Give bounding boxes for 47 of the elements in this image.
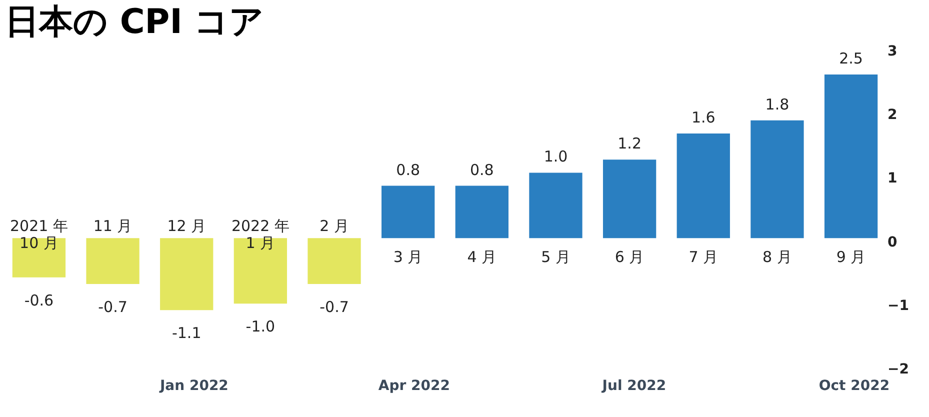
x-tick-label: 9 月 — [836, 248, 866, 266]
data-label: 0.8 — [396, 160, 420, 179]
text: Jan 2022 — [158, 378, 228, 394]
x-tick-label: 4 月 — [467, 248, 497, 266]
data-label: -1.1 — [172, 324, 202, 342]
y2-tick-label: −2 — [888, 362, 909, 378]
x-tick-label: 6 月 — [614, 248, 644, 266]
text: Apr 2022 — [378, 378, 450, 394]
x-tick-label: 7 月 — [688, 248, 718, 266]
data-label: -0.7 — [98, 298, 128, 316]
bar — [676, 133, 730, 238]
chart-title: 日本の CPI コア — [5, 2, 264, 42]
y2-tick-label: 1 — [888, 170, 898, 187]
data-label: 1.2 — [618, 134, 642, 153]
bar — [529, 172, 582, 238]
bar — [234, 238, 288, 304]
x-tick-label: 3 月 — [393, 248, 423, 266]
data-label: -0.7 — [320, 298, 349, 316]
y2-tick-label: −1 — [888, 298, 909, 314]
x-tick-label: 2021 年 10 月 — [10, 217, 68, 252]
bar — [750, 120, 804, 238]
bar — [455, 186, 508, 238]
data-label: 0.8 — [470, 160, 494, 179]
bar — [12, 238, 66, 278]
y2-tick-label: 2 — [888, 107, 898, 124]
x-tick-label: 8 月 — [762, 248, 792, 266]
x-tick-label: 2022 年 1 月 — [231, 217, 290, 252]
y2-tick-label: 3 — [888, 44, 898, 60]
bar — [602, 160, 656, 238]
data-label: 1.8 — [765, 95, 790, 114]
data-label: 1.6 — [691, 108, 716, 126]
bar — [160, 238, 214, 310]
bar — [308, 238, 361, 284]
text: Jul 2022 — [601, 378, 666, 394]
x-tick-label: 12 月 — [167, 217, 206, 236]
data-label: -0.6 — [24, 291, 54, 310]
text: Oct 2022 — [818, 378, 890, 394]
data-label: 1.0 — [544, 148, 568, 166]
bar — [86, 238, 140, 284]
data-label: -1.0 — [246, 318, 276, 336]
x-tick-label: 5 月 — [541, 248, 570, 266]
x-tick-label: 2 月 — [320, 217, 349, 236]
bar — [824, 74, 878, 238]
x-tick-label: 11 月 — [93, 217, 132, 236]
y2-tick-label: 0 — [888, 234, 898, 250]
data-label: 2.5 — [839, 50, 863, 68]
bar — [382, 186, 435, 238]
